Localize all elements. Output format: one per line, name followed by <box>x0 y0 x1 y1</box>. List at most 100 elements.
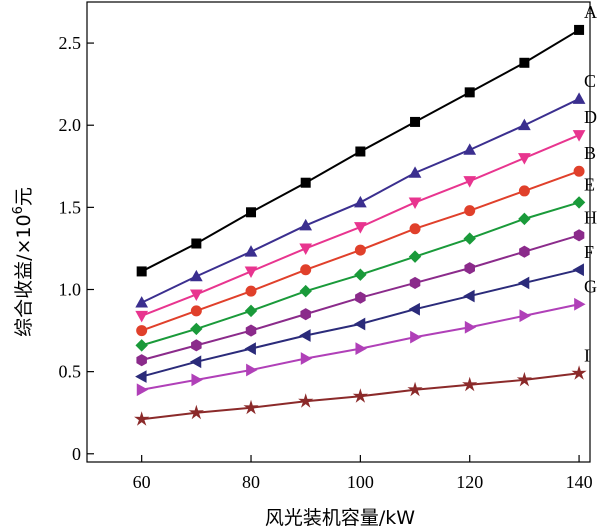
y-axis-label: 综合收益/×106元 <box>11 187 35 337</box>
data-point <box>463 176 477 188</box>
series-E <box>135 196 586 352</box>
x-tick-label: 80 <box>242 472 260 492</box>
data-point <box>244 304 258 318</box>
series-label: G <box>584 276 597 296</box>
data-point <box>299 329 311 342</box>
series-B <box>136 165 585 337</box>
data-point <box>135 339 148 352</box>
data-point <box>408 166 422 178</box>
data-point <box>464 320 477 334</box>
series-label: D <box>584 107 597 127</box>
series-G <box>136 297 586 397</box>
data-point <box>354 268 367 281</box>
data-point <box>354 222 367 234</box>
data-point <box>298 393 314 408</box>
series-label: B <box>584 143 596 163</box>
data-point <box>190 322 203 336</box>
data-point <box>135 370 147 383</box>
data-point <box>464 262 475 275</box>
data-point <box>462 376 478 392</box>
series-label: C <box>584 71 596 91</box>
plot-frame <box>86 1 591 463</box>
data-point <box>519 245 530 258</box>
data-point <box>572 263 584 277</box>
data-point <box>574 24 585 35</box>
data-point <box>463 232 476 245</box>
data-point <box>574 297 586 311</box>
data-point <box>245 285 257 297</box>
plot-border <box>86 1 591 463</box>
data-point <box>463 143 477 155</box>
data-point <box>407 381 423 397</box>
y-axis-label-main: 综合收益/×10 <box>13 214 35 337</box>
y-tick-label: 1.0 <box>59 280 82 300</box>
data-point <box>573 229 585 242</box>
series-D <box>135 130 586 323</box>
data-point <box>519 309 531 323</box>
data-point <box>189 269 203 282</box>
data-point <box>408 197 422 209</box>
data-point <box>409 276 421 290</box>
data-point <box>136 266 147 277</box>
data-point <box>354 195 367 208</box>
data-point <box>518 153 531 165</box>
data-point <box>300 264 312 276</box>
data-point <box>518 212 531 226</box>
y-tick-label: 0 <box>72 444 81 464</box>
data-point <box>464 205 476 217</box>
data-point <box>354 244 366 256</box>
series-I <box>134 365 587 426</box>
data-point <box>299 284 312 298</box>
y-tick-label: 1.5 <box>59 197 82 217</box>
data-point <box>464 87 475 98</box>
series-group <box>134 24 587 426</box>
data-point <box>300 177 311 188</box>
y-tick-label: 0.5 <box>59 362 82 382</box>
x-axis-label: 风光装机容量/kW <box>265 507 415 529</box>
series-F <box>135 263 584 383</box>
data-point <box>245 324 257 337</box>
y-axis-label-unit: 元 <box>13 187 35 206</box>
data-point <box>573 165 585 177</box>
data-point <box>135 296 149 308</box>
x-tick-label: 100 <box>347 472 374 492</box>
series-C <box>135 92 586 308</box>
data-point <box>353 317 366 331</box>
x-tick-label: 60 <box>133 472 151 492</box>
data-point <box>188 404 204 420</box>
series-H <box>136 229 585 367</box>
data-point <box>246 363 258 377</box>
data-point <box>571 365 587 380</box>
data-point <box>135 310 149 323</box>
data-point <box>134 411 150 426</box>
data-point <box>191 339 202 352</box>
data-point <box>189 355 202 369</box>
data-point <box>352 388 368 403</box>
data-point <box>517 276 530 290</box>
data-point <box>244 342 256 355</box>
data-point <box>299 218 313 231</box>
data-point <box>355 146 366 157</box>
data-point <box>191 373 203 387</box>
data-point <box>518 185 530 197</box>
series-label: E <box>584 174 595 194</box>
y-axis-label-sup: 6 <box>11 206 26 214</box>
data-point <box>410 330 422 344</box>
data-point <box>572 92 586 104</box>
y-tick-label: 2.0 <box>59 115 82 135</box>
data-point <box>136 325 148 337</box>
data-point <box>518 118 531 131</box>
data-point <box>410 116 421 127</box>
series-A <box>136 24 585 277</box>
data-point <box>516 371 533 387</box>
data-point <box>300 308 311 321</box>
data-point <box>519 57 530 68</box>
series-label: I <box>584 345 590 365</box>
series-label: A <box>584 2 597 22</box>
data-point <box>243 399 259 415</box>
data-point <box>189 289 203 301</box>
series-label: H <box>584 207 597 227</box>
data-point <box>299 243 313 255</box>
data-point <box>300 352 313 365</box>
